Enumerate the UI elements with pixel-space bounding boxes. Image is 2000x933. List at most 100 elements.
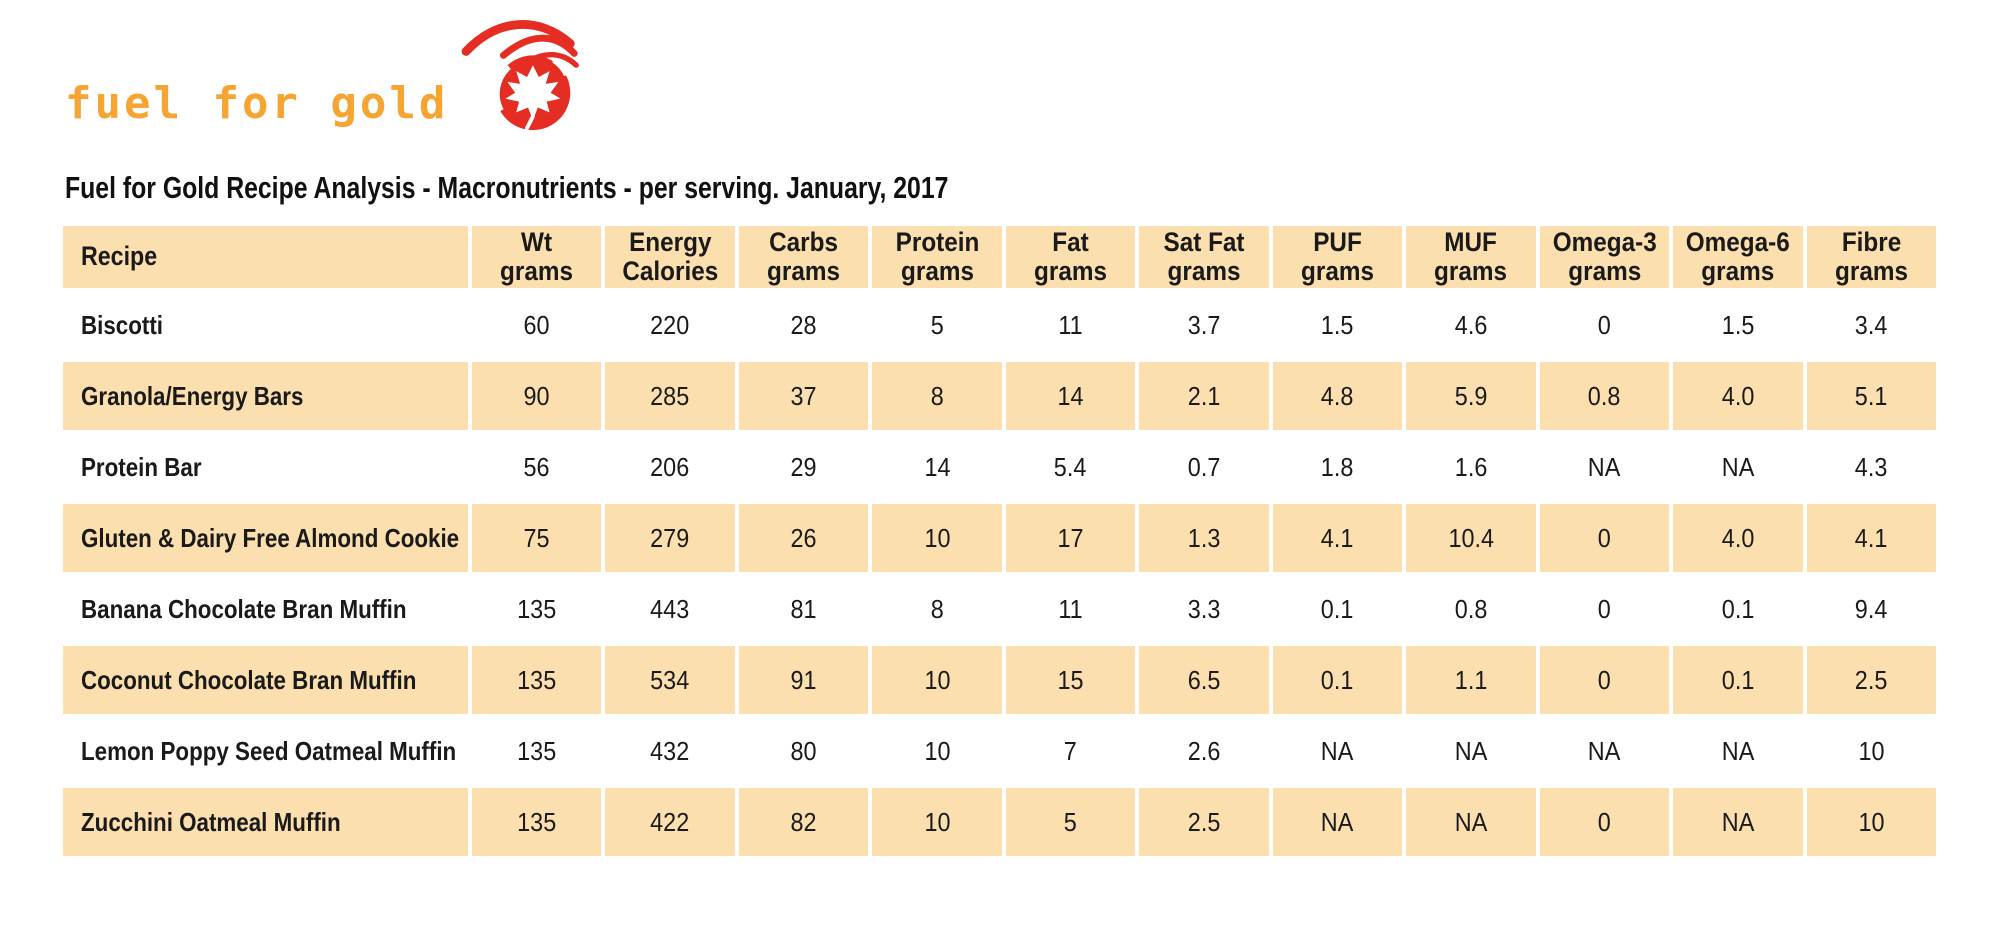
- page-title: Fuel for Gold Recipe Analysis - Macronut…: [65, 170, 1169, 206]
- value-cell-fat: 5.4: [1005, 433, 1136, 501]
- value-cell-puf: 4.1: [1272, 504, 1403, 572]
- column-header-fat: Fat grams: [1005, 226, 1136, 288]
- value-cell-fat: 15: [1005, 646, 1136, 714]
- value-cell-fibre: 5.1: [1806, 362, 1936, 430]
- value-cell-omega-6: 0.1: [1673, 575, 1803, 643]
- table-row-protein-bar: Protein Bar 56 206 29 14 5.4 0.7 1.8 1.6 NA NA 4.3: [63, 433, 1936, 501]
- value-cell-protein: 10: [872, 646, 1002, 714]
- recipe-name: Banana Chocolate Bran Muffin: [63, 575, 468, 643]
- value-cell-carbs: 91: [738, 646, 869, 714]
- table-row-granola-energy-bars: Granola/Energy Bars 90 285 37 8 14 2.1 4.8 5.9 0.…: [63, 362, 1936, 430]
- column-header-puf: PUF grams: [1272, 226, 1403, 288]
- column-header-sat-fat: Sat Fat grams: [1139, 226, 1269, 288]
- recipe-name: Lemon Poppy Seed Oatmeal Muffin: [63, 717, 468, 785]
- column-header-label: Recipe: [81, 241, 158, 272]
- value-cell-sat-fat: 0.7: [1139, 433, 1269, 501]
- value-cell-fibre: 10: [1806, 788, 1936, 856]
- value-cell-puf: 4.8: [1272, 362, 1403, 430]
- value-cell-energy: 206: [605, 433, 735, 501]
- value-cell-fibre: 10: [1806, 717, 1936, 785]
- value-cell-carbs: 81: [738, 575, 869, 643]
- value-cell-omega-6: 4.0: [1673, 362, 1803, 430]
- logo-text: fuel for gold: [65, 78, 449, 129]
- value-cell-protein: 10: [872, 504, 1002, 572]
- value-cell-energy: 534: [605, 646, 735, 714]
- value-cell-muf: 1.1: [1406, 646, 1536, 714]
- value-cell-energy: 285: [605, 362, 735, 430]
- value-cell-fat: 11: [1005, 575, 1136, 643]
- value-cell-omega-3: 0: [1539, 291, 1670, 359]
- value-cell-sat-fat: 2.5: [1139, 788, 1269, 856]
- recipe-name: Gluten & Dairy Free Almond Cookie: [63, 504, 468, 572]
- column-header-omega-3: Omega-3 grams: [1539, 226, 1670, 288]
- value-cell-muf: NA: [1406, 788, 1536, 856]
- value-cell-energy: 220: [605, 291, 735, 359]
- value-cell-omega-6: NA: [1673, 433, 1803, 501]
- table-row-zucchini-oatmeal-muffin: Zucchini Oatmeal Muffin 135 422 82 10 5 2.5 NA N…: [63, 788, 1936, 856]
- value-cell-protein: 10: [872, 717, 1002, 785]
- value-cell-omega-3: 0: [1539, 504, 1670, 572]
- value-cell-sat-fat: 1.3: [1139, 504, 1269, 572]
- value-cell-carbs: 26: [738, 504, 869, 572]
- value-cell-omega-3: 0: [1539, 646, 1670, 714]
- value-cell-carbs: 28: [738, 291, 869, 359]
- column-header-fibre: Fibre grams: [1806, 226, 1936, 288]
- table-row-gluten-dairy-free-almond-cookie: Gluten & Dairy Free Almond Cookie 75 279 26…: [63, 504, 1936, 572]
- logo: fuel for gold: [65, 14, 602, 136]
- column-header-protein: Protein grams: [872, 226, 1002, 288]
- value-cell-muf: 10.4: [1406, 504, 1536, 572]
- value-cell-muf: 0.8: [1406, 575, 1536, 643]
- value-cell-energy: 443: [605, 575, 735, 643]
- column-header-label: Fibre grams: [1834, 226, 1908, 286]
- header-row: Recipe Wt grams Energy Calories Carbs grams Pro…: [63, 226, 1936, 288]
- value-cell-omega-6: NA: [1673, 788, 1803, 856]
- table-row-banana-chocolate-bran-muffin: Banana Chocolate Bran Muffin 135 443 81 8 11 3…: [63, 575, 1936, 643]
- value-cell-fibre: 9.4: [1806, 575, 1936, 643]
- value-cell-carbs: 82: [738, 788, 869, 856]
- value-cell-omega-6: NA: [1673, 717, 1803, 785]
- value-cell-protein: 8: [872, 362, 1002, 430]
- value-cell-puf: 1.5: [1272, 291, 1403, 359]
- value-cell-omega-6: 1.5: [1673, 291, 1803, 359]
- table-row-biscotti: Biscotti 60 220 28 5 11 3.7 1.5 4.6 0 1.5 3.4: [63, 291, 1936, 359]
- recipe-name: Zucchini Oatmeal Muffin: [63, 788, 468, 856]
- value-cell-omega-3: 0.8: [1539, 362, 1670, 430]
- value-cell-carbs: 29: [738, 433, 869, 501]
- value-cell-muf: NA: [1406, 717, 1536, 785]
- value-cell-fibre: 4.3: [1806, 433, 1936, 501]
- value-cell-omega-6: 0.1: [1673, 646, 1803, 714]
- value-cell-puf: NA: [1272, 717, 1403, 785]
- value-cell-wt: 135: [472, 788, 602, 856]
- value-cell-muf: 5.9: [1406, 362, 1536, 430]
- value-cell-energy: 279: [605, 504, 735, 572]
- value-cell-fat: 5: [1005, 788, 1136, 856]
- column-header-label: MUF grams: [1434, 226, 1508, 286]
- value-cell-sat-fat: 2.1: [1139, 362, 1269, 430]
- column-header-wt: Wt grams: [472, 226, 602, 288]
- column-header-label: Sat Fat grams: [1163, 226, 1245, 286]
- value-cell-protein: 5: [872, 291, 1002, 359]
- value-cell-omega-3: 0: [1539, 575, 1670, 643]
- value-cell-omega-3: NA: [1539, 433, 1670, 501]
- value-cell-carbs: 37: [738, 362, 869, 430]
- table-row-coconut-chocolate-bran-muffin: Coconut Chocolate Bran Muffin 135 534 91 10 1…: [63, 646, 1936, 714]
- value-cell-wt: 135: [472, 575, 602, 643]
- value-cell-omega-6: 4.0: [1673, 504, 1803, 572]
- column-header-recipe: Recipe: [63, 226, 468, 288]
- column-header-label: Protein grams: [895, 226, 979, 286]
- table-head: Recipe Wt grams Energy Calories Carbs grams Pro…: [63, 226, 1936, 288]
- value-cell-fibre: 4.1: [1806, 504, 1936, 572]
- page-title-text: Fuel for Gold Recipe Analysis - Macronut…: [65, 170, 949, 205]
- recipe-name: Granola/Energy Bars: [63, 362, 468, 430]
- value-cell-fibre: 3.4: [1806, 291, 1936, 359]
- column-header-carbs: Carbs grams: [738, 226, 869, 288]
- value-cell-wt: 135: [472, 646, 602, 714]
- value-cell-wt: 60: [472, 291, 602, 359]
- value-cell-fat: 14: [1005, 362, 1136, 430]
- table-body: Biscotti 60 220 28 5 11 3.7 1.5 4.6 0 1.5 3.4 Granol…: [63, 291, 1936, 856]
- column-header-energy: Energy Calories: [605, 226, 735, 288]
- value-cell-energy: 432: [605, 717, 735, 785]
- value-cell-sat-fat: 3.7: [1139, 291, 1269, 359]
- nutrition-table: Recipe Wt grams Energy Calories Carbs grams Pro…: [59, 223, 1940, 859]
- value-cell-fat: 7: [1005, 717, 1136, 785]
